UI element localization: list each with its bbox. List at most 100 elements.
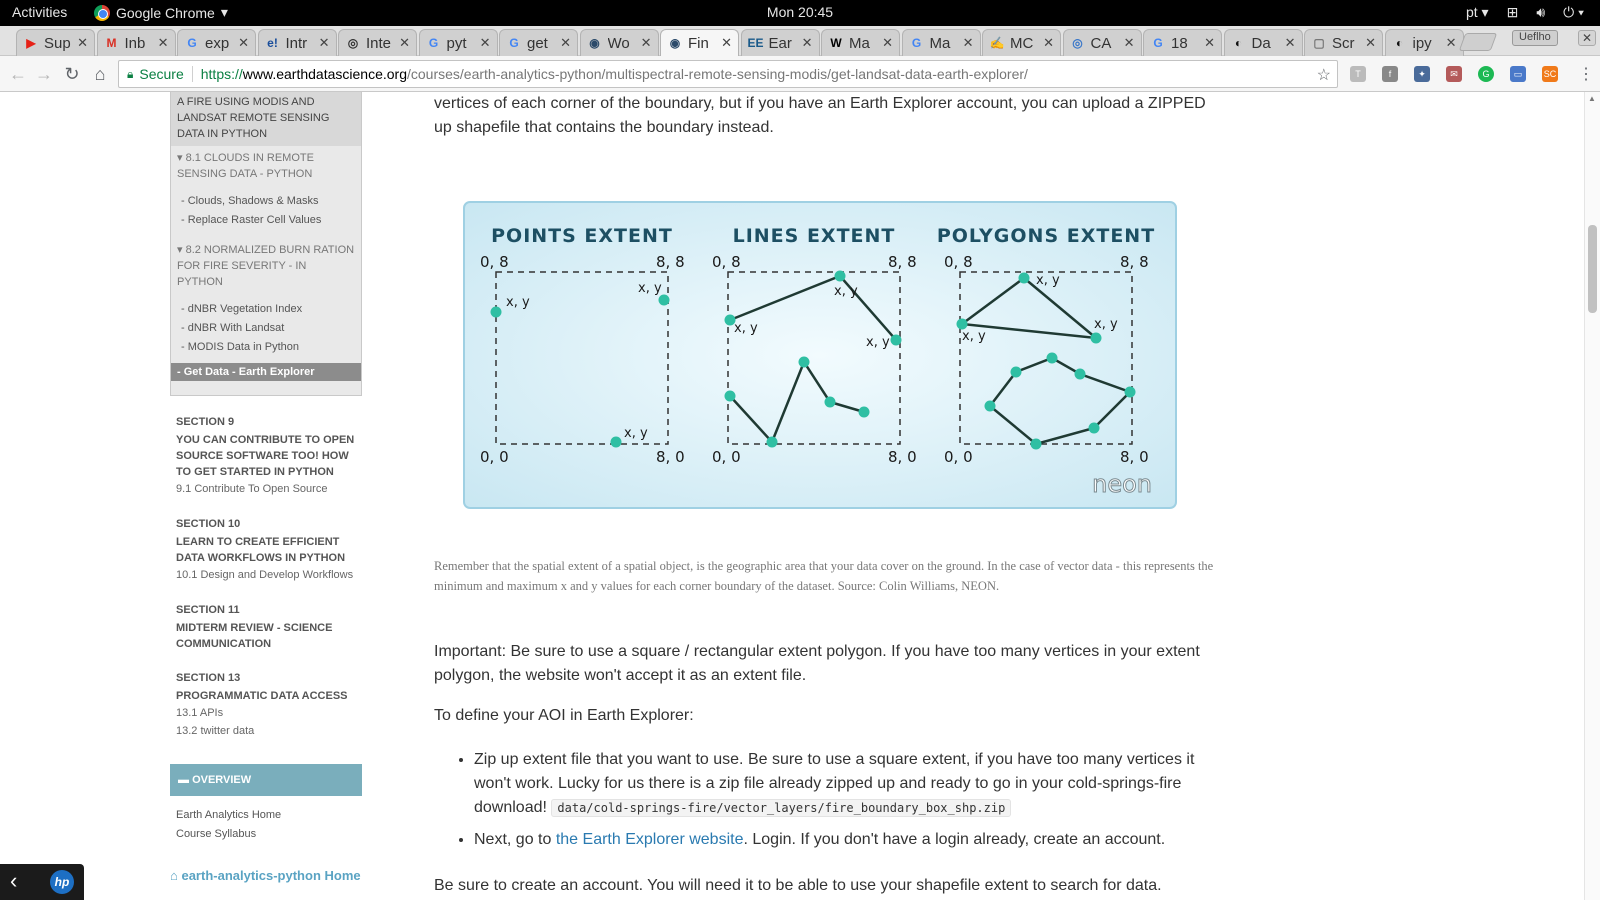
window-close-icon[interactable]: ✕ xyxy=(1578,30,1596,46)
back-chevron-icon[interactable]: ‹ xyxy=(10,868,18,893)
tab-close-icon[interactable]: ✕ xyxy=(157,35,169,50)
menu-dots-icon[interactable]: ⋮ xyxy=(1578,66,1594,83)
sidebar-link[interactable]: - MODIS Data in Python xyxy=(181,341,299,353)
sidebar-group-8-2-items: - dNBR Vegetation Index - dNBR With Lands… xyxy=(171,294,361,357)
hp-logo-icon[interactable]: hp xyxy=(50,870,74,894)
sidebar-link[interactable]: - dNBR With Landsat xyxy=(181,322,285,334)
tab-close-icon[interactable]: ✕ xyxy=(721,35,732,50)
extension-cast-icon[interactable]: ▭ xyxy=(1510,66,1526,82)
tab-close-icon[interactable]: ✕ xyxy=(77,35,88,50)
sidebar-group-8-1[interactable]: ▾ 8.1 CLOUDS IN REMOTE SENSING DATA - PY… xyxy=(177,152,314,180)
address-bar[interactable]: 🔒︎ Secure https://www.earthdatascience.o… xyxy=(118,60,1338,88)
tab-close-icon[interactable]: ✕ xyxy=(1365,35,1376,50)
clock[interactable]: Mon 20:45 xyxy=(766,4,834,20)
browser-tab[interactable]: ▶ Sup ✕ xyxy=(16,29,95,56)
new-tab-button[interactable] xyxy=(1458,33,1498,51)
tab-close-icon[interactable]: ✕ xyxy=(560,35,571,50)
sidebar-link[interactable]: - Replace Raster Cell Values xyxy=(181,214,322,226)
browser-tab[interactable]: ◉ Fin ✕ xyxy=(660,29,739,56)
back-arrow-icon[interactable]: ← xyxy=(9,64,27,84)
tab-close-icon[interactable]: ✕ xyxy=(1043,35,1054,50)
bookmark-star-icon[interactable]: ☆ xyxy=(1316,67,1331,84)
tab-close-icon[interactable]: ✕ xyxy=(640,35,652,50)
power-icon[interactable]: ⏻ ▾ xyxy=(1563,4,1584,20)
language-indicator[interactable]: pt ▾ xyxy=(1465,4,1489,20)
page-scrollbar[interactable]: ▲ xyxy=(1584,92,1600,900)
section-item-link[interactable]: 10.1 Design and Develop Workflows xyxy=(176,569,354,581)
browser-tab[interactable]: ✍ MC ✕ xyxy=(982,29,1061,56)
profile-button[interactable]: Ueflho xyxy=(1512,30,1558,46)
section-name[interactable]: LEARN TO CREATE EFFICIENT DATA WORKFLOWS… xyxy=(176,536,346,564)
step-1-text: Zip up extent file that you want to use.… xyxy=(474,751,1195,816)
browser-tab[interactable]: ◎ CA ✕ xyxy=(1062,29,1142,56)
browser-tab[interactable]: ◎ Inte ✕ xyxy=(338,29,417,56)
section-name[interactable]: YOU CAN CONTRIBUTE TO OPEN SOURCE SOFTWA… xyxy=(176,434,355,478)
earth-explorer-link[interactable]: the Earth Explorer website xyxy=(555,831,744,848)
tab-favicon-icon: ◎ xyxy=(347,36,359,50)
tab-close-icon[interactable]: ✕ xyxy=(479,35,491,50)
vertex-point xyxy=(724,314,736,326)
volume-icon[interactable]: 🔊︎ xyxy=(1536,4,1546,20)
overview-link[interactable]: Earth Analytics Home xyxy=(176,809,282,821)
activities-button[interactable]: Activities xyxy=(12,4,68,20)
tab-close-icon[interactable]: ✕ xyxy=(318,35,330,50)
extension-grammarly-icon[interactable]: G xyxy=(1478,66,1494,82)
scroll-thumb[interactable] xyxy=(1588,225,1597,313)
sidebar-group-8-2[interactable]: ▾ 8.2 NORMALIZED BURN RATION FOR FIRE SE… xyxy=(177,244,355,288)
tab-close-icon[interactable]: ✕ xyxy=(1123,35,1135,50)
forward-arrow-icon[interactable]: → xyxy=(35,64,53,84)
browser-tab[interactable]: EE Ear ✕ xyxy=(740,29,820,56)
tab-close-icon[interactable]: ✕ xyxy=(882,35,893,50)
section-name[interactable]: PROGRAMMATIC DATA ACCESS xyxy=(176,690,348,702)
browser-tab[interactable]: G Ma ✕ xyxy=(901,29,981,56)
tab-favicon-icon: ◐ xyxy=(1234,36,1243,50)
polygons-extent-title: POLYGONS EXTENT xyxy=(937,225,1155,247)
sidebar-link[interactable]: - dNBR Vegetation Index xyxy=(181,303,303,315)
reload-icon[interactable]: ↻ xyxy=(64,64,80,84)
sidebar-lead-item[interactable]: A FIRE USING MODIS AND LANDSAT REMOTE SE… xyxy=(171,92,361,146)
sidebar-link[interactable]: - Clouds, Shadows & Masks xyxy=(181,195,319,207)
sidebar-item-get-data-earth-explorer[interactable]: - Get Data - Earth Explorer xyxy=(171,363,361,381)
vertex-point xyxy=(1046,352,1058,364)
browser-tab[interactable]: ◐ Da ✕ xyxy=(1223,29,1303,56)
tab-close-icon[interactable]: ✕ xyxy=(399,35,410,50)
secure-label[interactable]: Secure xyxy=(139,66,193,82)
tab-close-icon[interactable]: ✕ xyxy=(801,35,813,50)
tab-title: Sup xyxy=(44,34,71,52)
section-name[interactable]: MIDTERM REVIEW - SCIENCE COMMUNICATION xyxy=(176,622,333,650)
browser-tab[interactable]: ▢ Scr ✕ xyxy=(1304,29,1383,56)
overview-link[interactable]: Course Syllabus xyxy=(176,828,257,840)
browser-tab[interactable]: ◐ ipy ✕ xyxy=(1384,29,1464,56)
extension-sc-icon[interactable]: SC xyxy=(1542,66,1558,82)
tab-close-icon[interactable]: ✕ xyxy=(1204,35,1215,50)
home-icon[interactable]: ⌂ xyxy=(94,64,106,84)
extension-bird-icon[interactable]: ✦ xyxy=(1414,66,1430,82)
browser-tab[interactable]: e! Intr ✕ xyxy=(257,29,337,56)
section-item-link[interactable]: 13.1 APIs xyxy=(176,707,224,719)
extension-mail-icon[interactable]: ✉ xyxy=(1446,66,1462,82)
browser-tab[interactable]: M Inb ✕ xyxy=(96,29,176,56)
section-item-link[interactable]: 13.2 twitter data xyxy=(176,725,255,737)
network-icon[interactable]: ⊞ xyxy=(1506,4,1519,20)
tab-close-icon[interactable]: ✕ xyxy=(1445,35,1457,50)
xy-label: x, y xyxy=(1036,273,1060,288)
app-menu[interactable]: Google Chrome ▾ xyxy=(94,4,228,21)
overview-header[interactable]: ▬ OVERVIEW xyxy=(170,764,362,796)
browser-tab[interactable]: ◉ Wo ✕ xyxy=(579,29,659,56)
extension-feedly-icon[interactable]: f xyxy=(1382,66,1398,82)
section-item-link[interactable]: 9.1 Contribute To Open Source xyxy=(176,483,328,495)
tab-close-icon[interactable]: ✕ xyxy=(238,35,249,50)
sidebar-sections: SECTION 9 YOU CAN CONTRIBUTE TO OPEN SOUR… xyxy=(170,414,362,740)
system-tray[interactable]: pt ▾ ⊞ 🔊︎ ⏻ ▾ xyxy=(1466,4,1584,21)
extension-ted-icon[interactable]: T xyxy=(1350,66,1366,82)
browser-tab[interactable]: W Ma ✕ xyxy=(821,29,900,56)
tab-close-icon[interactable]: ✕ xyxy=(1284,35,1296,50)
browser-tab[interactable]: G 18 ✕ xyxy=(1143,29,1222,56)
course-home-link[interactable]: ⌂ earth-analytics-python Home xyxy=(170,868,361,883)
tab-close-icon[interactable]: ✕ xyxy=(962,35,974,50)
course-sidebar: A FIRE USING MODIS AND LANDSAT REMOTE SE… xyxy=(170,92,362,884)
scroll-up-arrow-icon[interactable]: ▲ xyxy=(1588,94,1596,103)
